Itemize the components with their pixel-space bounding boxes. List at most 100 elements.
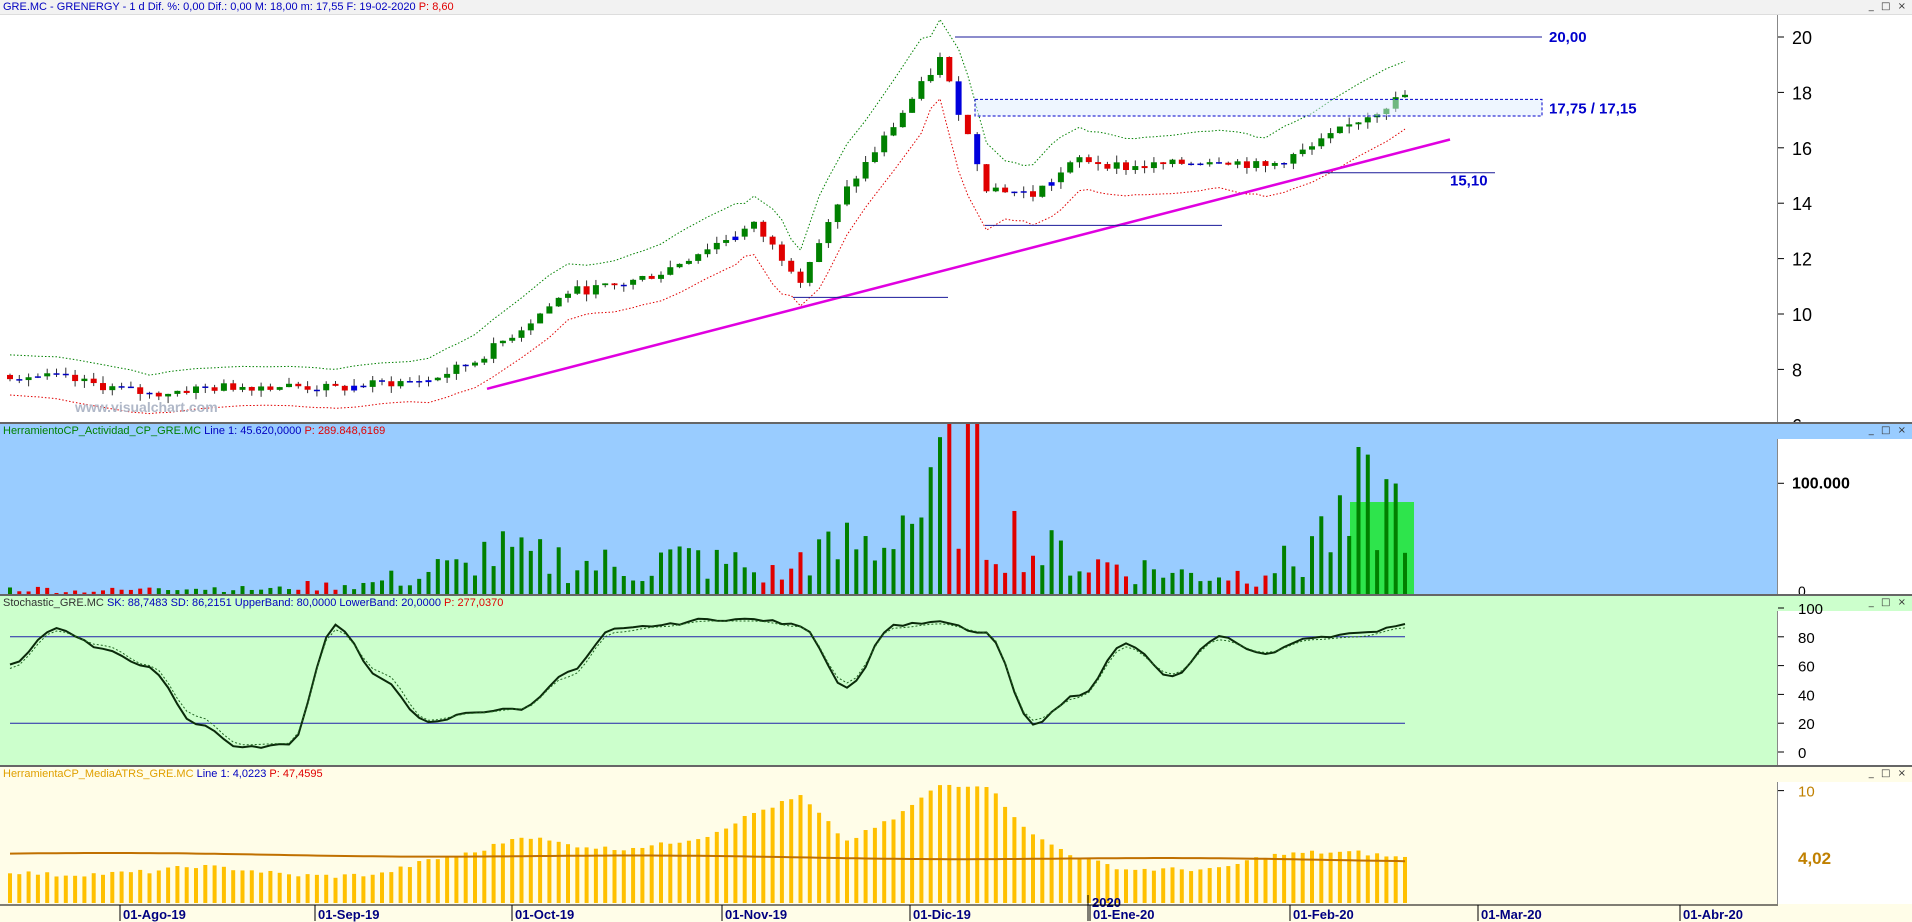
minimize-icon[interactable]: _ xyxy=(1868,597,1876,608)
volume-bar xyxy=(668,549,673,594)
volume-bar xyxy=(482,541,487,594)
candle-body xyxy=(1309,146,1315,150)
maximize-icon[interactable]: □ xyxy=(1880,425,1893,436)
atr-bar xyxy=(147,873,152,903)
close-icon[interactable]: × xyxy=(1897,1,1908,12)
volume-line-label: Line 1: xyxy=(204,425,238,437)
volume-panel: HerramientoCP_Actividad_CP_GRE.MC Line 1… xyxy=(0,422,1912,594)
volume-bar xyxy=(156,588,161,594)
date-label: F: xyxy=(346,1,357,13)
candle-body xyxy=(537,313,544,324)
atr-bar xyxy=(1096,860,1101,903)
atr-bar xyxy=(519,837,524,903)
volume-bar xyxy=(566,583,570,594)
price-title-bar xyxy=(0,0,1912,15)
lb-value: 20,0000 xyxy=(401,597,441,609)
candle-body xyxy=(1123,162,1129,171)
volume-bar xyxy=(510,546,515,594)
atr-bar xyxy=(631,847,636,903)
atr-bar xyxy=(1124,869,1128,903)
atr-bar xyxy=(1263,857,1268,903)
volume-bar xyxy=(891,549,896,594)
volume-bar xyxy=(835,559,840,594)
candle-body xyxy=(853,178,860,187)
volume-bar xyxy=(380,580,384,594)
price-chart-svg[interactable]: 20 18 16 14 12 10 8 6 20,00 17,75 / 17,15 15,10 xyxy=(0,0,1912,422)
candle-body xyxy=(369,380,376,387)
candle-body xyxy=(1057,172,1064,183)
atr-bar xyxy=(324,874,329,903)
volume-bar xyxy=(54,592,59,594)
candle-body xyxy=(741,228,748,237)
atr-p-value: 47,4595 xyxy=(282,768,323,780)
close-icon[interactable]: × xyxy=(1897,425,1908,436)
atr-bar xyxy=(993,793,998,903)
stoch-sd-line xyxy=(9,620,1406,746)
volume-bar xyxy=(73,590,78,594)
candle-body xyxy=(1299,149,1306,155)
candle-body xyxy=(611,283,618,286)
volume-bar xyxy=(1012,510,1017,594)
minimize-icon[interactable]: _ xyxy=(1868,1,1876,12)
atr-bar xyxy=(984,787,989,903)
period-label: 1 d xyxy=(129,1,145,13)
atr-bar xyxy=(491,843,496,903)
candle-body xyxy=(453,364,460,374)
atr-bar xyxy=(1375,853,1380,903)
volume-bar xyxy=(1040,565,1045,594)
volume-bar xyxy=(249,589,254,594)
minimize-icon[interactable]: _ xyxy=(1868,425,1876,436)
volume-bar xyxy=(445,560,450,594)
atr-bar xyxy=(1328,852,1333,903)
close-icon[interactable]: × xyxy=(1897,597,1908,608)
volume-bar xyxy=(882,547,887,594)
volume-bar xyxy=(649,575,654,594)
ub-value: 80,0000 xyxy=(296,597,337,609)
volume-bar xyxy=(872,560,877,594)
candle-body xyxy=(1364,117,1371,123)
volume-bar xyxy=(1198,581,1203,594)
volume-bar xyxy=(826,531,831,594)
stoch-p-label: P: xyxy=(444,597,455,609)
candle-body xyxy=(881,135,888,153)
upper-envelope-line xyxy=(9,18,1406,376)
stochastic-chart-svg[interactable]: 100 80 60 40 20 0 xyxy=(0,596,1912,765)
close-icon[interactable]: × xyxy=(1897,768,1908,779)
volume-bar xyxy=(91,591,96,594)
atr-chart-svg[interactable]: 10 4,02 01-Ago-19 01-Sep-19 01-Oct-19 01-Nov-… xyxy=(0,767,1912,922)
atr-bar xyxy=(742,815,747,903)
maximize-icon[interactable]: □ xyxy=(1880,1,1893,12)
candle-body xyxy=(25,377,32,381)
candle-body xyxy=(1113,162,1120,169)
volume-bar xyxy=(1161,577,1166,594)
stoch-p-value: 277,0370 xyxy=(457,597,504,609)
price-axis-label: 6 xyxy=(1792,416,1802,422)
volume-bar xyxy=(1328,552,1333,594)
sd-label: SD: xyxy=(170,597,189,609)
candle-body xyxy=(202,386,209,388)
candle-body xyxy=(778,244,785,261)
atr-bar xyxy=(770,807,775,903)
sk-label: SK: xyxy=(106,597,125,609)
minimize-icon[interactable]: _ xyxy=(1868,768,1876,779)
candle-body xyxy=(81,378,88,382)
atr-bar xyxy=(435,859,440,903)
volume-bar xyxy=(779,579,784,594)
volume-bar xyxy=(965,424,970,594)
maximize-icon[interactable]: □ xyxy=(1880,768,1893,779)
atr-bar xyxy=(380,872,384,903)
volume-bar xyxy=(984,559,989,594)
atr-bar xyxy=(1244,860,1249,903)
volume-bar xyxy=(1021,572,1026,594)
atr-bar xyxy=(1114,869,1119,903)
candle-body xyxy=(332,383,339,386)
candle-body xyxy=(955,81,962,115)
atr-bar xyxy=(35,874,40,903)
atr-bar xyxy=(891,819,896,903)
volume-chart-svg[interactable]: 100.000 0 xyxy=(0,424,1912,594)
volume-bar xyxy=(900,515,905,594)
atr-bar xyxy=(1040,839,1045,903)
atr-bar xyxy=(649,845,654,903)
maximize-icon[interactable]: □ xyxy=(1880,597,1893,608)
volume-bar xyxy=(407,585,412,594)
